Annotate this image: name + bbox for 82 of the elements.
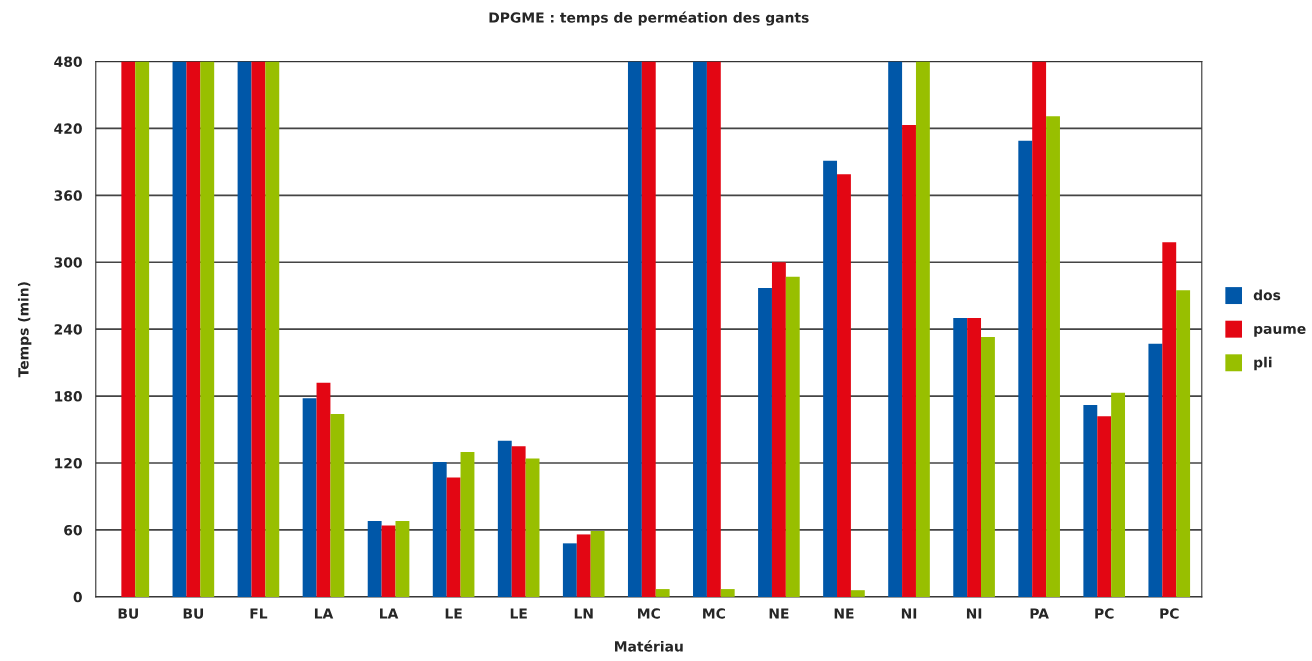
bar bbox=[706, 61, 721, 597]
bar bbox=[237, 61, 252, 597]
bar bbox=[1097, 416, 1112, 597]
bar bbox=[785, 276, 800, 597]
x-tick-label: MC bbox=[703, 608, 725, 619]
bar bbox=[172, 61, 187, 597]
bar bbox=[446, 477, 461, 597]
bar bbox=[1176, 290, 1191, 597]
x-tick-label: PC bbox=[1095, 608, 1114, 619]
bar bbox=[888, 61, 903, 597]
bar bbox=[200, 61, 215, 597]
x-tick-label: BU bbox=[183, 608, 204, 619]
bar bbox=[1162, 242, 1177, 597]
bar bbox=[135, 61, 150, 597]
bar bbox=[1111, 392, 1126, 597]
x-tick-label: LA bbox=[380, 608, 399, 619]
y-axis-title: Temps (min) bbox=[17, 282, 32, 378]
x-tick-label: MC bbox=[638, 608, 660, 619]
x-tick-label: LE bbox=[445, 608, 462, 619]
legend-label: dos bbox=[1253, 289, 1281, 301]
bar bbox=[981, 336, 995, 597]
y-tick-label: 480 bbox=[54, 56, 82, 67]
bar bbox=[381, 525, 396, 597]
bar bbox=[121, 61, 136, 597]
bar bbox=[432, 461, 447, 597]
bar bbox=[902, 125, 916, 597]
bar bbox=[1018, 140, 1033, 597]
bar bbox=[562, 543, 577, 597]
bar bbox=[655, 589, 670, 597]
bar bbox=[758, 287, 772, 597]
y-tick-label: 240 bbox=[54, 324, 82, 335]
bar bbox=[497, 440, 512, 597]
y-tick-label: 420 bbox=[54, 123, 82, 134]
bar bbox=[627, 61, 642, 597]
bar bbox=[525, 458, 540, 597]
bar bbox=[316, 382, 331, 597]
x-axis-title: Matériau bbox=[615, 640, 683, 652]
x-tick-label: FL bbox=[250, 608, 268, 619]
bar bbox=[590, 531, 605, 597]
x-tick-label: NE bbox=[834, 608, 854, 619]
x-tick-label: BU bbox=[118, 608, 138, 619]
bar bbox=[265, 61, 280, 597]
bar bbox=[823, 160, 838, 597]
chart-title: DPGME : temps de perméation des gants bbox=[489, 11, 809, 26]
bar bbox=[395, 521, 410, 597]
bar bbox=[251, 61, 266, 597]
bar bbox=[837, 174, 851, 597]
x-tick-label: PA bbox=[1030, 608, 1049, 619]
y-tick-label: 0 bbox=[73, 591, 82, 603]
y-tick-label: 180 bbox=[55, 391, 82, 402]
bar bbox=[850, 590, 865, 597]
bar bbox=[367, 521, 382, 597]
y-tick-label: 360 bbox=[54, 190, 82, 201]
bar bbox=[771, 262, 786, 597]
bar bbox=[460, 451, 475, 597]
bar bbox=[1032, 61, 1047, 597]
x-tick-label: NI bbox=[966, 608, 982, 619]
bar bbox=[693, 61, 707, 597]
bar bbox=[967, 318, 982, 597]
bar bbox=[186, 61, 201, 597]
y-tick-label: 60 bbox=[64, 524, 82, 536]
x-tick-label: NI bbox=[901, 608, 917, 619]
bar bbox=[1046, 116, 1060, 597]
bar bbox=[330, 413, 345, 597]
x-tick-label: NE bbox=[769, 608, 789, 619]
bar bbox=[915, 61, 930, 597]
x-tick-label: PC bbox=[1160, 608, 1179, 619]
x-tick-label: LA bbox=[314, 608, 334, 619]
bar bbox=[953, 318, 968, 597]
y-tick-label: 300 bbox=[54, 257, 82, 268]
bar bbox=[1148, 343, 1163, 597]
bar bbox=[576, 534, 591, 597]
bar bbox=[1083, 405, 1098, 597]
x-tick-label: LN bbox=[574, 608, 593, 619]
bar bbox=[511, 446, 526, 597]
bar bbox=[641, 61, 656, 597]
x-tick-label: LE bbox=[510, 608, 527, 619]
y-tick-label: 120 bbox=[55, 458, 82, 469]
legend-label: pli bbox=[1254, 356, 1272, 371]
bar bbox=[302, 398, 317, 597]
bar bbox=[720, 589, 735, 597]
legend-label: paume bbox=[1254, 325, 1306, 337]
